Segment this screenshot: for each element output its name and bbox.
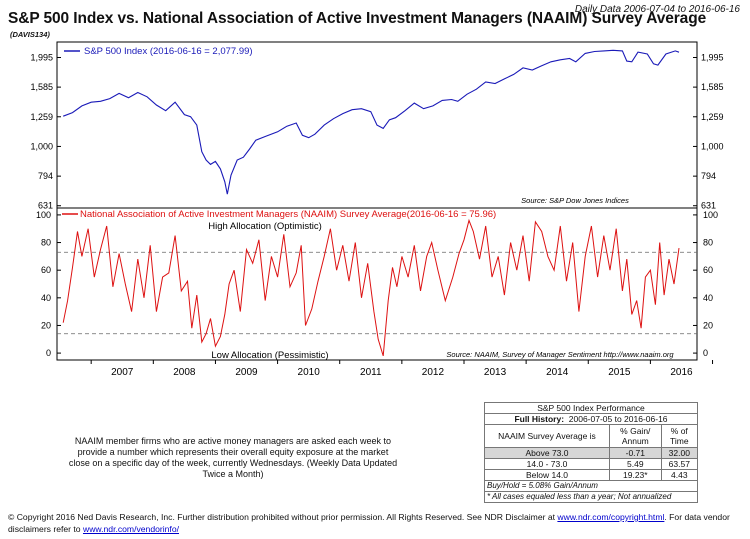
perf-history: Full History: 2006-07-05 to 2016-06-16 — [484, 413, 698, 425]
perf-footnote: * All cases equaled less than a year; No… — [484, 491, 698, 503]
y-tick-label: 60 — [703, 265, 713, 275]
naaim-source: Source: NAAIM, Survey of Manager Sentime… — [446, 350, 674, 359]
y-tick-label: 1,259 — [30, 112, 53, 122]
y-tick-label: 0 — [703, 348, 708, 358]
perf-row-time: 32.00 — [660, 447, 699, 459]
perf-row-label: Below 14.0 — [484, 469, 610, 481]
y-tick-label: 1,259 — [701, 112, 724, 122]
y-tick-label: 631 — [38, 201, 53, 211]
spx-legend-label: S&P 500 Index (2016-06-16 = 2,077.99) — [84, 46, 253, 57]
low-allocation-label: Low Allocation (Pessimistic) — [211, 350, 328, 361]
perf-title: S&P 500 Index Performance — [484, 402, 698, 414]
copyright-text-2: . For data vendor disclaimers refer to — [8, 512, 730, 534]
perf-row-time: 63.57 — [660, 458, 699, 470]
y-tick-label: 0 — [46, 348, 51, 358]
y-tick-label: 80 — [41, 238, 51, 248]
copyright-link[interactable]: www.ndr.com/copyright.html — [557, 512, 665, 522]
high-allocation-label: High Allocation (Optimistic) — [208, 221, 322, 232]
y-tick-label: 631 — [701, 201, 716, 211]
perf-history-range: 2006-07-05 to 2016-06-16 — [568, 414, 668, 424]
perf-history-label: Full History: — [514, 414, 565, 424]
chart-code: (DAVIS134) — [10, 30, 50, 39]
y-tick-label: 80 — [703, 238, 713, 248]
perf-buyhold: Buy/Hold = 5.08% Gain/Annum — [484, 480, 698, 492]
perf-col1: NAAIM Survey Average is — [484, 424, 610, 448]
x-tick-label: 2009 — [235, 367, 258, 378]
plot-frame — [56, 41, 698, 361]
perf-row-gain: 19.23* — [609, 469, 662, 481]
y-tick-label: 40 — [41, 293, 51, 303]
y-tick-label: 40 — [703, 293, 713, 303]
y-tick-label: 1,995 — [701, 52, 724, 62]
spx-source: Source: S&P Dow Jones Indices — [521, 196, 629, 205]
perf-row-gain: -0.71 — [609, 447, 662, 459]
performance-table: S&P 500 Index Performance Full History: … — [484, 402, 699, 503]
naaim-line — [62, 218, 680, 357]
perf-col2: % Gain/ Annum — [609, 424, 662, 448]
y-tick-label: 100 — [703, 210, 718, 220]
chart-title: S&P 500 Index vs. National Association o… — [8, 10, 707, 27]
copyright-text: © Copyright 2016 Ned Davis Research, Inc… — [8, 512, 558, 522]
perf-row-label: Above 73.0 — [484, 447, 610, 459]
y-tick-label: 1,585 — [30, 82, 53, 92]
y-tick-label: 1,995 — [30, 52, 53, 62]
y-tick-label: 794 — [38, 171, 53, 181]
y-tick-label: 1,585 — [701, 82, 724, 92]
x-tick-label: 2015 — [608, 367, 631, 378]
spx-line — [63, 49, 680, 195]
x-tick-label: 2013 — [484, 367, 507, 378]
y-tick-label: 794 — [701, 171, 716, 181]
perf-row-label: 14.0 - 73.0 — [484, 458, 610, 470]
naaim-legend-label: National Association of Active Investmen… — [80, 209, 496, 220]
perf-row-gain: 5.49 — [609, 458, 662, 470]
x-tick-label: 2008 — [173, 367, 196, 378]
vendor-link[interactable]: www.ndr.com/vendorinfo/ — [82, 524, 179, 534]
date-range: Daily Data 2006-07-04 to 2016-06-16 — [574, 4, 740, 15]
x-tick-label: 2014 — [546, 367, 569, 378]
x-tick-label: 2016 — [670, 367, 693, 378]
y-tick-label: 60 — [41, 265, 51, 275]
y-tick-label: 100 — [36, 210, 51, 220]
perf-col3: % of Time — [660, 424, 699, 448]
x-tick-label: 2011 — [360, 367, 382, 378]
x-tick-label: 2012 — [422, 367, 445, 378]
y-tick-label: 1,000 — [30, 141, 53, 151]
y-tick-label: 20 — [41, 320, 51, 330]
copyright-notice: © Copyright 2016 Ned Davis Research, Inc… — [8, 511, 744, 535]
survey-notes: NAAIM member firms who are active money … — [68, 436, 398, 479]
x-tick-label: 2010 — [298, 367, 321, 378]
y-tick-label: 1,000 — [701, 141, 724, 151]
chart-area: 631 631 794 794 1,000 1,000 1,259 1,259 1,585 1,5… — [30, 41, 724, 378]
x-tick-label: 2007 — [111, 367, 134, 378]
y-tick-label: 20 — [703, 320, 713, 330]
perf-row-time: 4.43 — [660, 469, 699, 481]
